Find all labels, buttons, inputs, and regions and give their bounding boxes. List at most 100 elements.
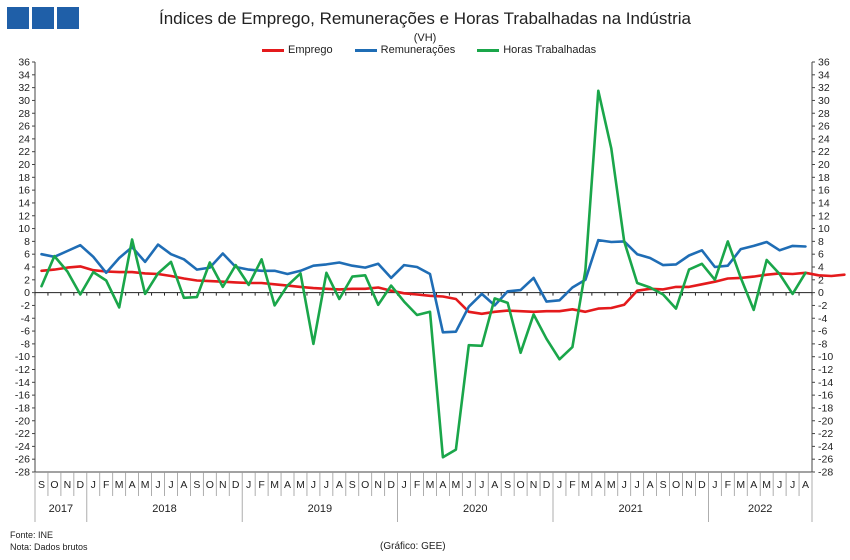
x-tick-label: N xyxy=(64,479,72,491)
x-tick-label: J xyxy=(155,479,160,491)
y-tick-label-right: 30 xyxy=(818,95,830,107)
x-tick-label: A xyxy=(129,479,136,491)
y-tick-label-left: -14 xyxy=(15,377,30,389)
year-label: 2017 xyxy=(49,503,73,515)
x-tick-label: F xyxy=(725,479,731,491)
y-tick-label-left: -26 xyxy=(15,454,30,466)
year-label: 2021 xyxy=(618,503,642,515)
x-tick-label: J xyxy=(557,479,562,491)
y-tick-label-left: 12 xyxy=(18,210,30,222)
x-tick-label: J xyxy=(712,479,717,491)
legend-item-emprego: Emprego xyxy=(262,44,333,56)
x-tick-label: O xyxy=(517,479,525,491)
y-tick-label-left: 16 xyxy=(18,185,30,197)
y-tick-label-left: 32 xyxy=(18,82,30,94)
x-tick-label: A xyxy=(647,479,654,491)
y-tick-label-left: 22 xyxy=(18,146,30,158)
y-tick-label-left: 20 xyxy=(18,159,30,171)
y-tick-label-left: -6 xyxy=(21,326,30,338)
x-tick-label: M xyxy=(115,479,124,491)
series-line-remuneracoes xyxy=(40,238,807,334)
y-tick-label-right: 10 xyxy=(818,223,830,235)
y-tick-label-left: -2 xyxy=(21,300,30,312)
x-tick-label: M xyxy=(452,479,461,491)
x-tick-label: J xyxy=(246,479,251,491)
y-tick-label-right: -18 xyxy=(818,402,833,414)
y-tick-label-right: 22 xyxy=(818,146,830,158)
x-tick-label: M xyxy=(141,479,150,491)
y-tick-label-right: 26 xyxy=(818,121,830,133)
y-tick-label-left: 10 xyxy=(18,223,30,235)
y-tick-label-left: 36 xyxy=(18,57,30,69)
x-tick-label: A xyxy=(750,479,757,491)
chart-subtitle: (VH) xyxy=(413,32,437,44)
series-line-emprego xyxy=(40,265,846,316)
footer-note: Nota: Dados brutos xyxy=(10,542,88,552)
chart-title: Índices de Emprego, Remunerações e Horas… xyxy=(158,9,692,28)
y-tick-label-left: -10 xyxy=(15,351,30,363)
y-tick-label-right: -28 xyxy=(818,467,833,479)
y-tick-label-right: -10 xyxy=(818,351,833,363)
logo-block-1 xyxy=(7,7,29,29)
y-tick-label-left: 28 xyxy=(18,108,30,120)
legend-label-emprego: Emprego xyxy=(288,44,333,56)
y-tick-label-right: 14 xyxy=(818,197,830,209)
x-tick-label: J xyxy=(324,479,329,491)
x-tick-label: A xyxy=(802,479,809,491)
y-tick-label-right: 8 xyxy=(818,236,824,248)
x-tick-label: M xyxy=(296,479,305,491)
x-tick-label: F xyxy=(103,479,109,491)
logo-block-3 xyxy=(57,7,79,29)
footer-source: Fonte: INE xyxy=(10,530,54,540)
y-tick-label-left: -8 xyxy=(21,338,30,350)
legend-swatch-horas xyxy=(477,48,500,52)
y-tick-label-right: -14 xyxy=(818,377,833,389)
y-tick-label-right: 2 xyxy=(818,274,824,286)
x-tick-label: F xyxy=(569,479,575,491)
footer-credit: (Gráfico: GEE) xyxy=(380,541,446,552)
y-tick-label-left: 26 xyxy=(18,121,30,133)
y-tick-label-left: -12 xyxy=(15,364,30,376)
y-tick-label-right: 12 xyxy=(818,210,830,222)
x-tick-label: N xyxy=(530,479,538,491)
y-tick-label-left: 2 xyxy=(24,274,30,286)
y-tick-label-left: -18 xyxy=(15,402,30,414)
x-tick-label: O xyxy=(361,479,369,491)
x-tick-label: S xyxy=(349,479,356,491)
x-tick-label: M xyxy=(581,479,590,491)
x-tick-label: J xyxy=(790,479,795,491)
year-label: 2022 xyxy=(748,503,772,515)
logo xyxy=(7,7,79,29)
legend-item-remuneracoes: Remunerações xyxy=(354,44,456,56)
x-tick-label: F xyxy=(414,479,420,491)
x-tick-label: J xyxy=(311,479,316,491)
x-tick-label: M xyxy=(426,479,435,491)
y-tick-label-left: 0 xyxy=(24,287,30,299)
y-tick-label-right: -20 xyxy=(818,415,833,427)
legend-swatch-remuneracoes xyxy=(354,48,377,52)
y-tick-label-left: 4 xyxy=(24,262,30,274)
x-tick-label: A xyxy=(491,479,498,491)
y-tick-label-right: 4 xyxy=(818,262,824,274)
x-tick-label: J xyxy=(622,479,627,491)
y-tick-label-right: -22 xyxy=(818,428,833,440)
y-tick-label-left: -20 xyxy=(15,415,30,427)
logo-block-2 xyxy=(32,7,54,29)
y-tick-label-left: 14 xyxy=(18,197,30,209)
x-tick-label: J xyxy=(91,479,96,491)
x-tick-label: J xyxy=(401,479,406,491)
x-tick-label: D xyxy=(387,479,395,491)
y-tick-label-left: -28 xyxy=(15,467,30,479)
legend-label-remuneracoes: Remunerações xyxy=(380,44,456,56)
y-tick-label-left: -4 xyxy=(21,313,30,325)
x-tick-label: O xyxy=(206,479,214,491)
x-tick-label: M xyxy=(736,479,745,491)
year-label: 2019 xyxy=(308,503,332,515)
y-tick-label-left: -22 xyxy=(15,428,30,440)
x-tick-label: N xyxy=(219,479,227,491)
x-tick-label: D xyxy=(698,479,706,491)
year-label: 2020 xyxy=(463,503,487,515)
y-tick-label-right: 18 xyxy=(818,172,830,184)
y-tick-label-left: 24 xyxy=(18,133,30,145)
x-tick-label: A xyxy=(284,479,291,491)
